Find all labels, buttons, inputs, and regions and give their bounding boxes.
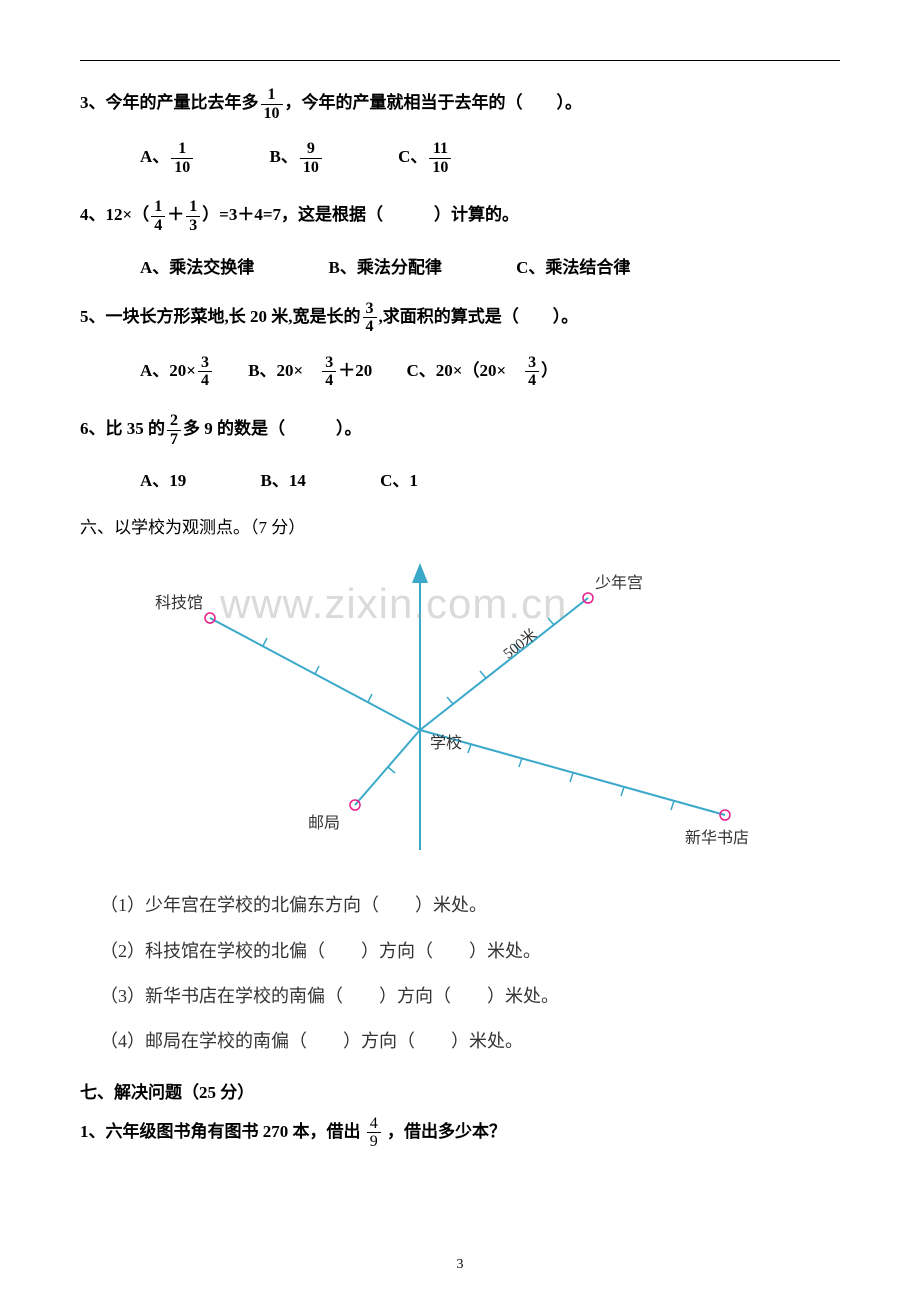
q4-options: A、乘法交换律 B、乘法分配律 C、乘法结合律 bbox=[140, 253, 840, 278]
q3-options: A、110 B、910 C、1110 bbox=[140, 140, 840, 176]
q5-frac: 34 bbox=[363, 300, 377, 336]
sub-q-3: （3）新华书店在学校的南偏（ ）方向（ ）米处。 bbox=[100, 976, 840, 1017]
q3-after: ，今年的产量就相当于去年的（ ）。 bbox=[285, 93, 583, 112]
q3-a-frac: 110 bbox=[171, 140, 193, 176]
label-500m: 500米 bbox=[500, 626, 540, 662]
q5-options: A、20×34 B、20× 34＋20 C、20×（20× 34） bbox=[140, 354, 840, 390]
q4-option-a: A、乘法交换律 bbox=[140, 253, 254, 278]
q5-option-c: C、20×（20× 34） bbox=[407, 354, 559, 390]
q4-option-c: C、乘法结合律 bbox=[516, 253, 630, 278]
q6-option-a: A、19 bbox=[140, 466, 186, 491]
q6-option-c: C、1 bbox=[380, 466, 418, 491]
question-5: 5、一块长方形菜地,长 20 米,宽是长的34,求面积的算式是（ ）。 bbox=[80, 300, 840, 336]
question-4: 4、12×（14＋13）=3＋4=7，这是根据（ ）计算的。 bbox=[80, 198, 840, 234]
direction-diagram: 科技馆 少年宫 500米 新华书店 邮局 学校 bbox=[110, 550, 760, 870]
label-kejiguan: 科技馆 bbox=[155, 594, 203, 612]
q3-option-c: C、1110 bbox=[398, 140, 453, 176]
s7-q1-frac: 49 bbox=[367, 1115, 381, 1151]
q3-b-frac: 910 bbox=[300, 140, 322, 176]
q6-option-b: B、14 bbox=[261, 466, 306, 491]
q3-option-a: A、110 bbox=[140, 140, 195, 176]
q4-frac2: 13 bbox=[186, 198, 200, 234]
q6-options: A、19 B、14 C、1 bbox=[140, 466, 840, 491]
label-youju: 邮局 bbox=[308, 814, 340, 832]
q3-option-b: B、910 bbox=[270, 140, 324, 176]
q5-option-a: A、20×34 bbox=[140, 354, 214, 390]
label-xuexiao: 学校 bbox=[430, 734, 462, 752]
q3-before: 3、今年的产量比去年多 bbox=[80, 93, 259, 112]
q6-frac: 27 bbox=[167, 412, 181, 448]
section-7-title: 七、解决问题（25 分） bbox=[80, 1078, 840, 1103]
page-content: 3、今年的产量比去年多110，今年的产量就相当于去年的（ ）。 A、110 B、… bbox=[0, 0, 920, 1209]
sub-q-4: （4）邮局在学校的南偏（ ）方向（ ）米处。 bbox=[100, 1021, 840, 1062]
label-xinhua: 新华书店 bbox=[685, 829, 749, 847]
q4-option-b: B、乘法分配律 bbox=[329, 253, 442, 278]
label-shaoniangong: 少年宫 bbox=[595, 574, 643, 592]
question-6: 6、比 35 的27多 9 的数是（ ）。 bbox=[80, 412, 840, 448]
section-6-subquestions: （1）少年宫在学校的北偏东方向（ ）米处。 （2）科技馆在学校的北偏（ ）方向（… bbox=[100, 885, 840, 1063]
q3-frac: 110 bbox=[261, 86, 283, 122]
section-6-title: 六、以学校为观测点。（7 分） bbox=[80, 513, 840, 538]
diagram-svg: 科技馆 少年宫 500米 新华书店 邮局 学校 bbox=[110, 550, 790, 870]
q3-c-frac: 1110 bbox=[429, 140, 451, 176]
question-3: 3、今年的产量比去年多110，今年的产量就相当于去年的（ ）。 bbox=[80, 86, 840, 122]
q4-frac1: 14 bbox=[151, 198, 165, 234]
section-7-q1: 1、六年级图书角有图书 270 本，借出 49 ，借出多少本？ bbox=[80, 1115, 840, 1151]
sub-q-2: （2）科技馆在学校的北偏（ ）方向（ ）米处。 bbox=[100, 931, 840, 972]
q5-option-b: B、20× 34＋20 bbox=[248, 354, 372, 390]
top-rule bbox=[80, 60, 840, 61]
sub-q-1: （1）少年宫在学校的北偏东方向（ ）米处。 bbox=[100, 885, 840, 926]
page-number: 3 bbox=[457, 1257, 464, 1273]
